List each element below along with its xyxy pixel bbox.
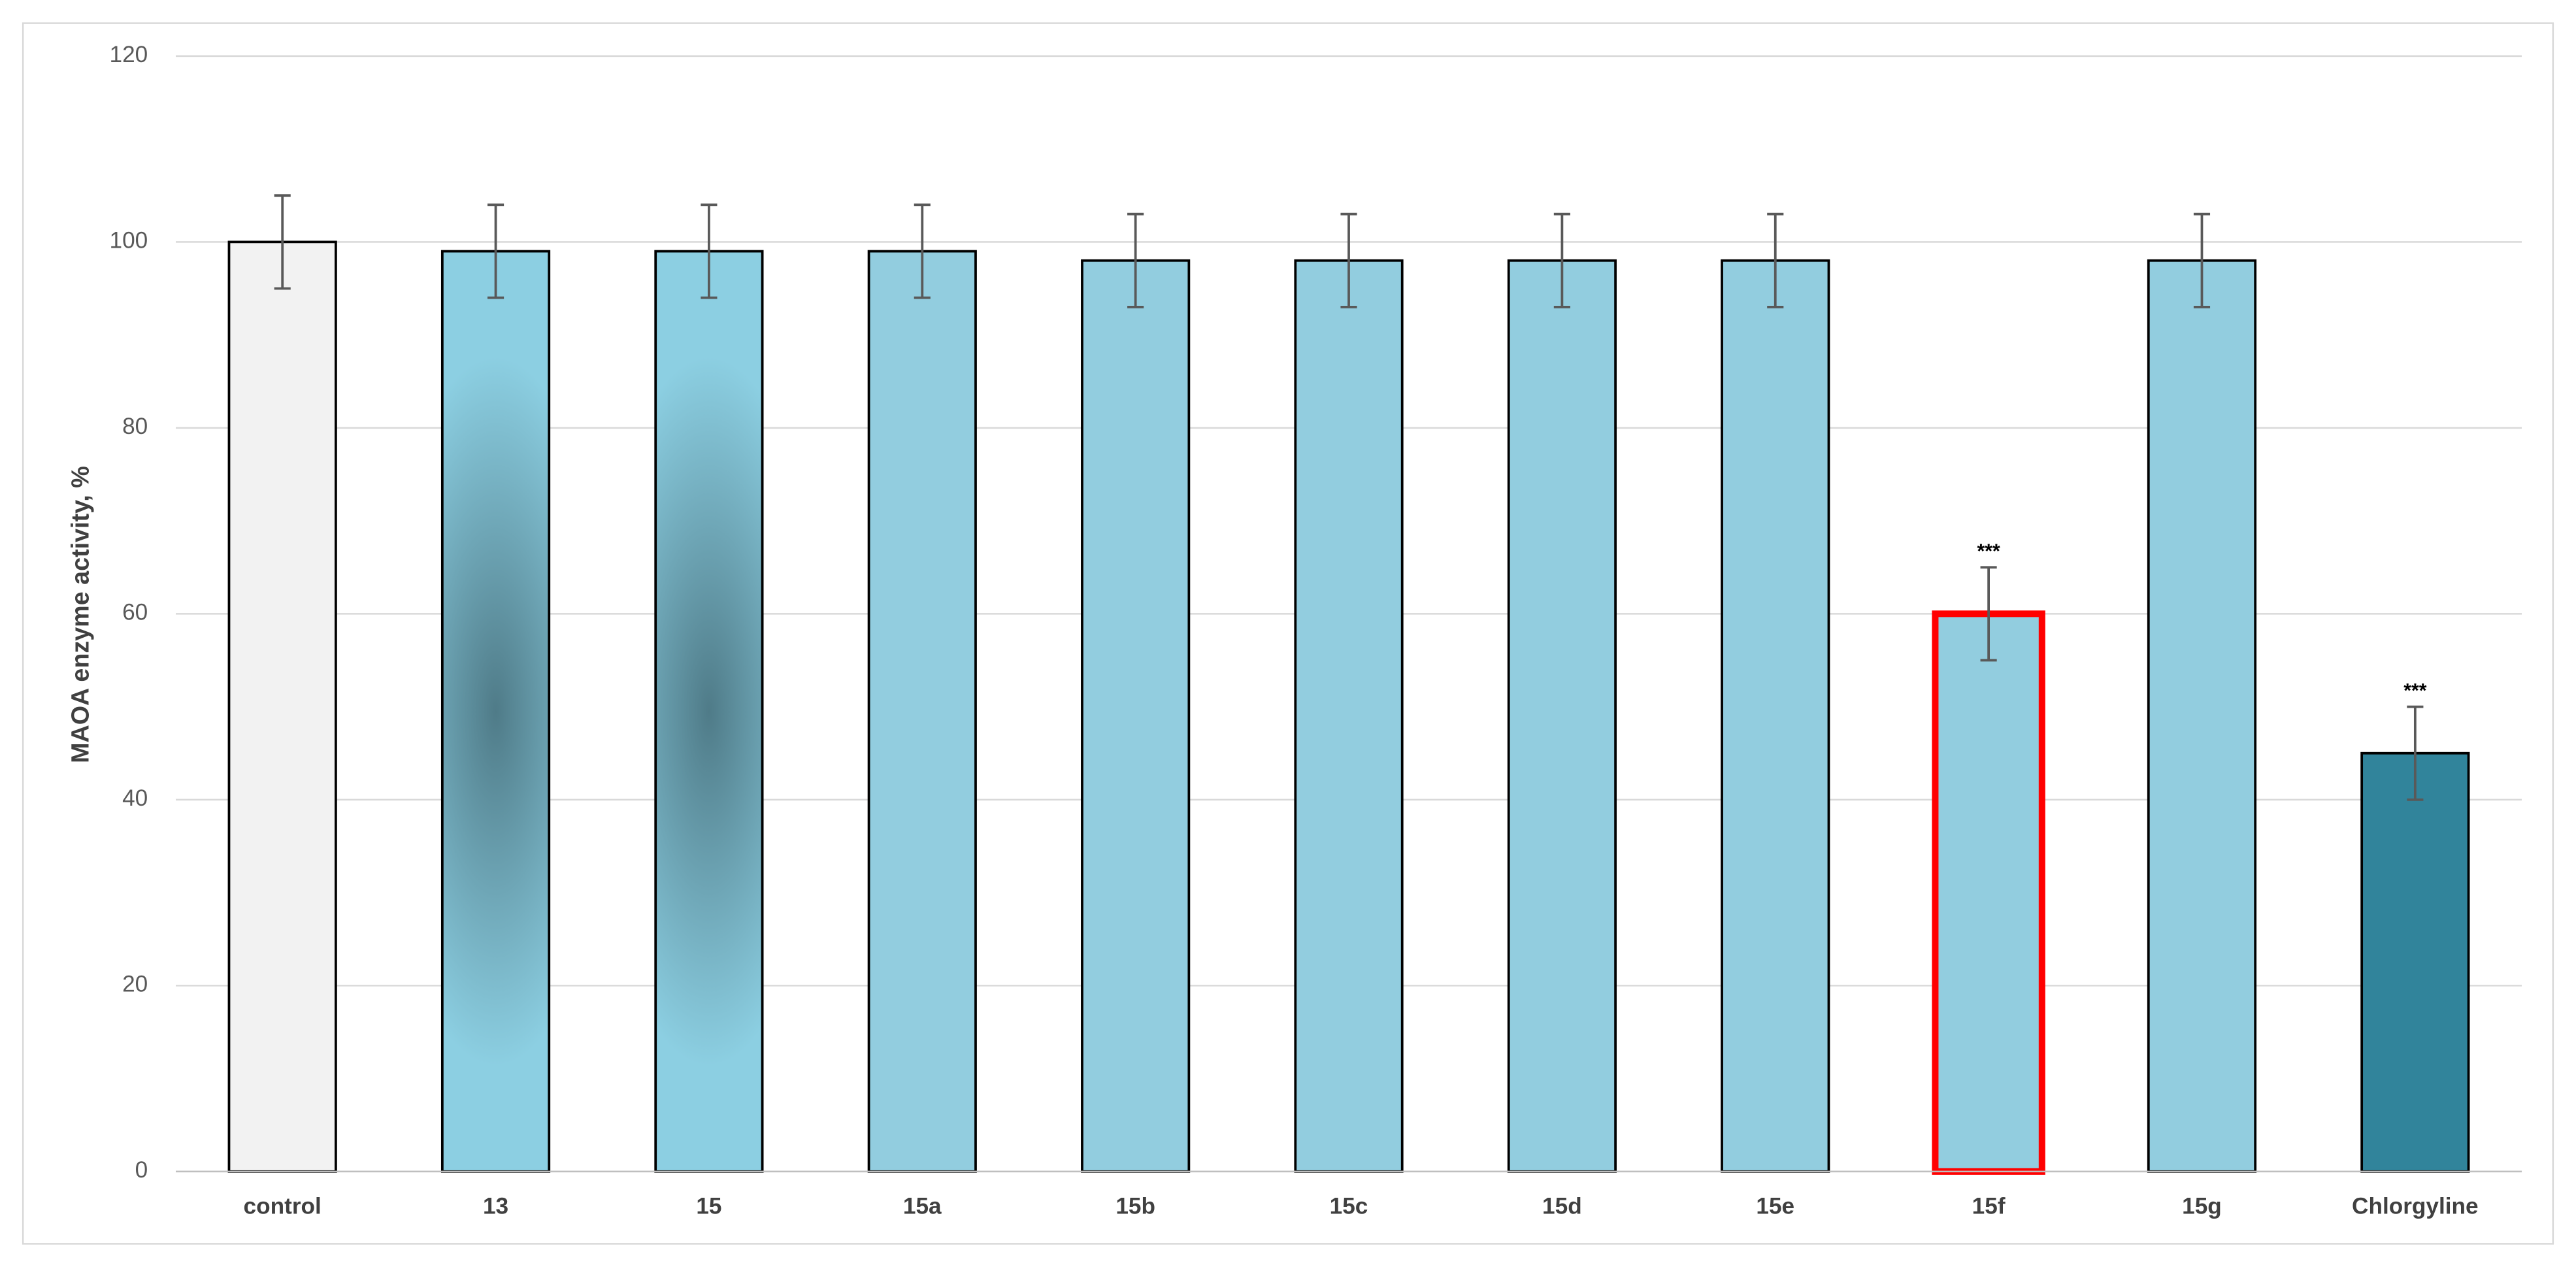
significance-label: *** — [2403, 680, 2426, 702]
y-tick-label: 60 — [122, 600, 148, 625]
y-tick-label: 100 — [110, 228, 148, 254]
bar — [440, 250, 551, 1173]
x-tick-label: 15d — [1542, 1193, 1582, 1219]
x-tick-label: 13 — [483, 1193, 508, 1219]
error-bar — [274, 194, 291, 290]
error-bar — [1553, 212, 1570, 308]
error-bar — [2407, 705, 2424, 801]
bar — [1081, 259, 1191, 1173]
error-bar — [1127, 212, 1144, 308]
error-bar — [1980, 566, 1997, 662]
bar — [654, 250, 764, 1173]
x-tick-label: 15e — [1756, 1193, 1794, 1219]
x-tick-label: 15b — [1115, 1193, 1155, 1219]
x-tick-label: control — [244, 1193, 322, 1219]
error-bar — [1767, 212, 1784, 308]
error-bar — [1340, 212, 1357, 308]
x-tick-label: 15a — [903, 1193, 942, 1219]
error-bar — [914, 203, 931, 299]
bar — [1721, 259, 1830, 1173]
y-tick-label: 120 — [110, 42, 148, 67]
significance-label: *** — [1977, 541, 2000, 563]
bar — [1294, 259, 1404, 1173]
bar — [2360, 751, 2470, 1173]
error-bar — [2193, 212, 2211, 308]
bar — [2147, 259, 2257, 1173]
bar — [227, 240, 337, 1173]
bar — [867, 250, 977, 1173]
x-tick-label: 15 — [696, 1193, 721, 1219]
bar — [1932, 610, 2045, 1175]
x-tick-label: 15c — [1330, 1193, 1368, 1219]
x-tick-label: 15g — [2182, 1193, 2222, 1219]
y-axis-label: MAOA enzyme activity, % — [67, 466, 94, 763]
bar — [1507, 259, 1617, 1173]
y-tick-label: 0 — [135, 1157, 148, 1183]
x-tick-label: 15f — [1972, 1193, 2006, 1219]
y-tick-label: 40 — [122, 785, 148, 811]
error-bar — [487, 203, 504, 299]
error-bar — [701, 203, 718, 299]
y-tick-label: 80 — [122, 414, 148, 439]
x-tick-label: Chlorgyline — [2352, 1193, 2479, 1219]
y-tick-label: 20 — [122, 972, 148, 997]
